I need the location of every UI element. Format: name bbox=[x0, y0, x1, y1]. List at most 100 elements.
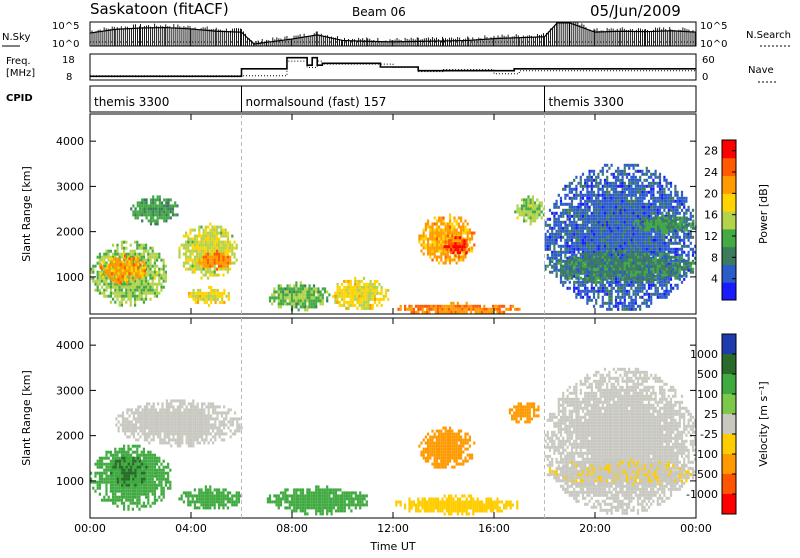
nsearch-tick-top: 10^5 bbox=[700, 21, 727, 32]
data-cell bbox=[571, 200, 573, 203]
data-cell bbox=[639, 271, 641, 274]
data-cell bbox=[381, 289, 383, 292]
data-cell bbox=[112, 253, 114, 256]
data-cell bbox=[633, 268, 635, 271]
data-cell bbox=[624, 164, 626, 167]
data-cell bbox=[225, 229, 227, 232]
data-cell bbox=[580, 277, 582, 280]
data-cell bbox=[363, 304, 365, 307]
data-cell bbox=[622, 287, 624, 290]
data-cell bbox=[604, 287, 606, 290]
data-cell bbox=[683, 251, 685, 254]
data-cell bbox=[120, 266, 122, 269]
data-cell bbox=[165, 213, 167, 216]
data-cell bbox=[136, 286, 138, 289]
data-cell bbox=[293, 302, 295, 305]
data-cell bbox=[613, 268, 615, 271]
data-cell bbox=[547, 230, 549, 233]
data-cell bbox=[615, 230, 617, 233]
data-cell bbox=[192, 265, 194, 268]
data-cell bbox=[117, 266, 119, 269]
data-cell bbox=[615, 278, 617, 281]
data-cell bbox=[315, 296, 317, 299]
data-cell bbox=[121, 253, 123, 256]
data-cell bbox=[646, 167, 648, 170]
data-cell bbox=[567, 233, 569, 236]
data-cell bbox=[567, 230, 569, 233]
data-cell bbox=[628, 167, 630, 170]
data-cell bbox=[211, 262, 213, 265]
data-cell bbox=[337, 283, 339, 286]
data-cell bbox=[334, 301, 336, 304]
data-cell bbox=[619, 236, 621, 239]
data-cell bbox=[143, 247, 145, 250]
data-cell bbox=[220, 232, 222, 235]
data-cell bbox=[648, 293, 650, 296]
data-cell bbox=[622, 200, 624, 203]
data-cell bbox=[589, 173, 591, 176]
data-cell bbox=[354, 286, 356, 289]
data-cell bbox=[282, 290, 284, 293]
data-cell bbox=[154, 213, 156, 216]
data-cell bbox=[655, 271, 657, 274]
data-cell bbox=[571, 271, 573, 274]
data-cell bbox=[580, 215, 582, 218]
data-cell bbox=[569, 224, 571, 227]
data-cell bbox=[564, 194, 566, 197]
data-cell bbox=[123, 250, 125, 253]
data-cell bbox=[573, 251, 575, 254]
data-cell bbox=[606, 242, 608, 245]
data-cell bbox=[282, 302, 284, 305]
data-cell bbox=[112, 283, 114, 286]
data-cell bbox=[339, 301, 341, 304]
data-cell bbox=[637, 164, 639, 167]
data-cell bbox=[205, 244, 207, 247]
data-cell bbox=[205, 259, 207, 262]
data-cell bbox=[374, 292, 376, 295]
data-cell bbox=[200, 250, 202, 253]
data-cell bbox=[573, 287, 575, 290]
data-cell bbox=[302, 299, 304, 302]
data-cell bbox=[415, 311, 417, 314]
data-cell bbox=[337, 295, 339, 298]
data-cell bbox=[148, 210, 150, 213]
data-cell bbox=[551, 239, 553, 242]
data-cell bbox=[429, 232, 431, 235]
data-cell bbox=[488, 311, 490, 314]
data-cell bbox=[611, 233, 613, 236]
data-cell bbox=[149, 298, 151, 301]
data-cell bbox=[597, 182, 599, 185]
data-cell bbox=[313, 299, 315, 302]
data-cell bbox=[165, 265, 167, 268]
data-cell bbox=[611, 308, 613, 311]
data-cell bbox=[571, 251, 573, 254]
data-cell bbox=[666, 197, 668, 200]
data-cell bbox=[582, 173, 584, 176]
data-cell bbox=[604, 206, 606, 209]
data-cell bbox=[135, 257, 137, 260]
data-cell bbox=[597, 245, 599, 248]
data-cell bbox=[445, 259, 447, 262]
data-cell bbox=[92, 271, 94, 274]
data-cell bbox=[130, 286, 132, 289]
data-cell bbox=[593, 245, 595, 248]
data-cell bbox=[365, 298, 367, 301]
data-cell bbox=[575, 262, 577, 265]
data-cell bbox=[143, 286, 145, 289]
data-cell bbox=[633, 167, 635, 170]
data-cell bbox=[438, 226, 440, 229]
data-cell bbox=[608, 230, 610, 233]
data-cell bbox=[644, 203, 646, 206]
data-cell bbox=[372, 289, 374, 292]
data-cell bbox=[562, 215, 564, 218]
data-cell bbox=[431, 244, 433, 247]
data-cell bbox=[630, 245, 632, 248]
data-cell bbox=[624, 173, 626, 176]
data-cell bbox=[200, 256, 202, 259]
data-cell bbox=[150, 201, 152, 204]
data-cell bbox=[575, 271, 577, 274]
data-cell bbox=[602, 167, 604, 170]
data-cell bbox=[560, 224, 562, 227]
data-cell bbox=[652, 179, 654, 182]
data-cell bbox=[193, 298, 195, 301]
